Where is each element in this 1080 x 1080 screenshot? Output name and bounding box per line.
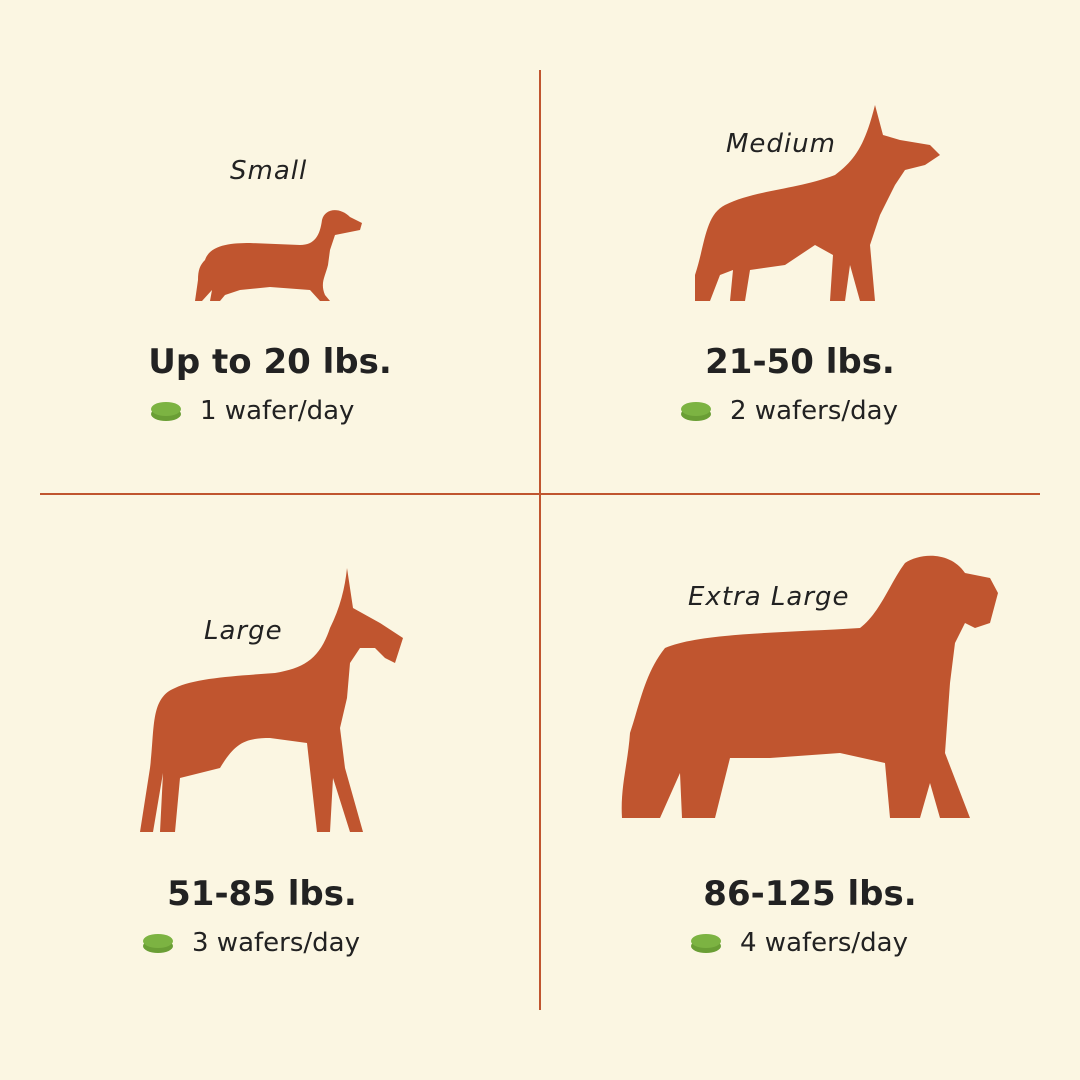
weight-range: Up to 20 lbs. xyxy=(148,342,392,382)
horizontal-divider xyxy=(40,493,1040,495)
wafer-icon xyxy=(691,934,721,953)
weight-range: 86-125 lbs. xyxy=(703,874,917,914)
shepherd-dog-icon xyxy=(695,105,940,301)
dose-text: 4 wafers/day xyxy=(740,928,908,958)
wafer-icon xyxy=(151,402,181,421)
vertical-divider xyxy=(539,70,541,1010)
dose: 2 wafers/day xyxy=(680,396,898,426)
weight-range: 21-50 lbs. xyxy=(705,342,895,382)
dose: 1 wafer/day xyxy=(150,396,354,426)
size-label: Large xyxy=(204,616,283,646)
weight-range: 51-85 lbs. xyxy=(167,874,357,914)
size-label: Small xyxy=(230,156,308,186)
dachshund-icon xyxy=(195,210,362,301)
great-dane-icon xyxy=(140,568,403,832)
dose-text: 3 wafers/day xyxy=(192,928,360,958)
wafer-icon xyxy=(143,934,173,953)
dose: 4 wafers/day xyxy=(690,928,908,958)
size-label: Extra Large xyxy=(688,582,850,612)
wafer-icon xyxy=(681,402,711,421)
fluffy-dog-icon xyxy=(621,555,998,818)
size-label: Medium xyxy=(726,129,836,159)
dose-text: 2 wafers/day xyxy=(730,396,898,426)
dose-text: 1 wafer/day xyxy=(200,396,355,426)
dose: 3 wafers/day xyxy=(142,928,360,958)
